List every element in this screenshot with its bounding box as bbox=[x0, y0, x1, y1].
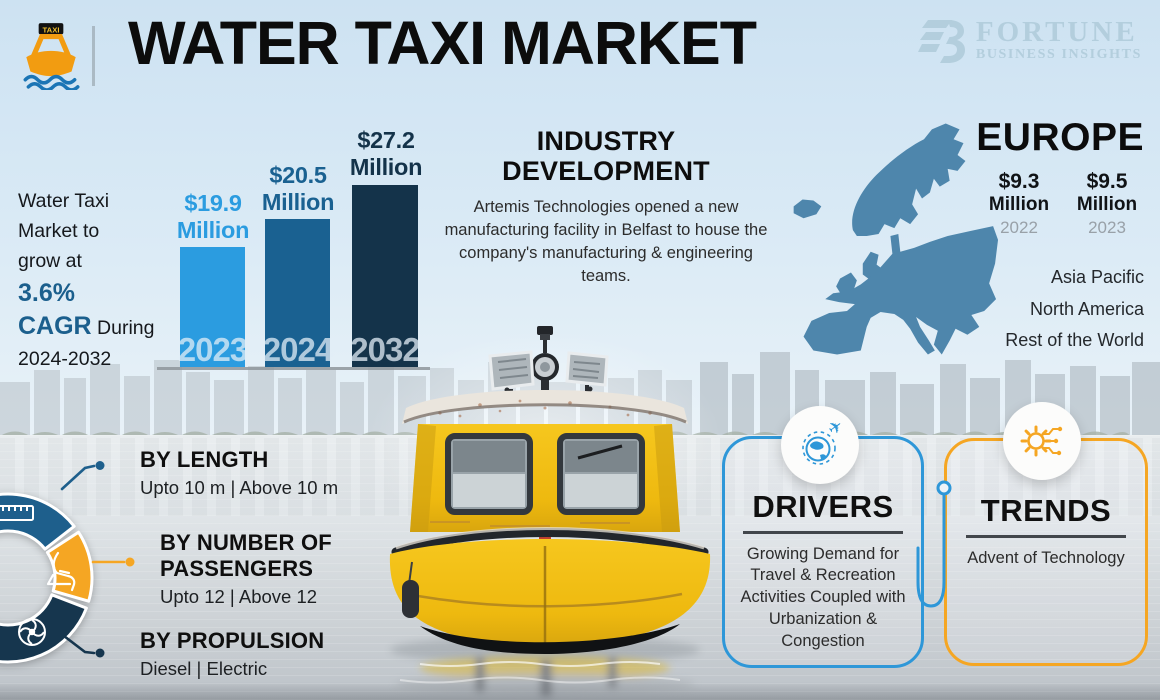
water-taxi-boat-icon: TAXI bbox=[23, 23, 80, 90]
brand-name: FORTUNE bbox=[975, 16, 1138, 49]
europe-stats: $9.3 Million 2022 $9.5 Million 2023 bbox=[982, 170, 1144, 238]
region-item: Asia Pacific bbox=[1050, 267, 1144, 287]
segment-options: Diesel | Electric bbox=[140, 657, 268, 679]
segment-by-length: BY LENGTH Upto 10 m | Above 10 m bbox=[140, 447, 338, 499]
windshield-wiper bbox=[577, 444, 623, 460]
bar-year-label: 2024 bbox=[262, 331, 333, 368]
bar-year-label: 2023 bbox=[177, 331, 248, 368]
summary-line: Water Taxi bbox=[18, 190, 110, 212]
segment-title: BY PROPULSION bbox=[140, 628, 325, 653]
segment-title: BY NUMBER OF PASSENGERS bbox=[160, 530, 332, 581]
bar-value-label: $27.2 Million bbox=[349, 127, 423, 180]
brand-tagline: BUSINESS INSIGHTS bbox=[975, 46, 1142, 62]
yellow-water-taxi-boat bbox=[367, 326, 723, 696]
bar-value-label: $19.9 Million bbox=[176, 190, 250, 243]
brand-logo: FORTUNE BUSINESS INSIGHTS bbox=[917, 16, 1142, 64]
bar-2032: 2032 bbox=[350, 185, 421, 368]
boat-roof bbox=[402, 390, 688, 424]
title-underline bbox=[743, 531, 903, 534]
cagr-label: CAGR bbox=[18, 312, 92, 341]
europe-stat-2022: $9.3 Million 2022 bbox=[988, 170, 1050, 237]
drivers-icon-circle: ✈ bbox=[781, 406, 859, 484]
propeller-icon bbox=[18, 618, 46, 646]
market-growth-summary: Water Taxi Market to grow at 3.6% CAGR D… bbox=[18, 186, 168, 374]
during-label: During bbox=[97, 317, 155, 340]
region-item: North America bbox=[1029, 298, 1144, 319]
segment-title: BY LENGTH bbox=[140, 447, 269, 472]
boat-reflection bbox=[395, 656, 695, 696]
drivers-body: Growing Demand for Travel & Recreation A… bbox=[740, 544, 906, 650]
chart-baseline bbox=[157, 367, 430, 370]
bar-value-label: $20.5 Million bbox=[261, 162, 335, 215]
fender bbox=[402, 580, 419, 618]
fortune-fb-mark-icon bbox=[917, 20, 965, 63]
region-item: Rest of the World bbox=[1005, 330, 1144, 350]
segment-options: Upto 12 | Above 12 bbox=[160, 585, 318, 607]
industry-body: Artemis Technologies opened a new manufa… bbox=[444, 198, 768, 285]
bar-year-label: 2032 bbox=[350, 331, 420, 368]
rub-rail bbox=[391, 528, 709, 557]
summary-line: Market to bbox=[18, 220, 100, 243]
gear-circuit-icon bbox=[1020, 425, 1063, 457]
trends-body: Advent of Technology bbox=[967, 548, 1125, 567]
segment-by-passengers: BY NUMBER OF PASSENGERS Upto 12 | Above … bbox=[160, 530, 375, 608]
industry-development-section: INDUSTRY DEVELOPMENT Artemis Technologie… bbox=[438, 126, 774, 288]
boat-hull bbox=[389, 539, 711, 646]
segmentation-donut-chart bbox=[0, 492, 94, 664]
bar-2024: 2024 bbox=[262, 219, 333, 368]
europe-stat-2023: $9.5 Million 2023 bbox=[1076, 170, 1138, 237]
region-list: Asia Pacific North America Rest of the W… bbox=[1005, 262, 1144, 357]
title-underline bbox=[966, 535, 1126, 538]
svg-text:✈: ✈ bbox=[824, 419, 846, 440]
right-floodlight bbox=[565, 351, 609, 398]
trends-title: TRENDS bbox=[980, 493, 1112, 528]
summary-line: grow at bbox=[18, 250, 82, 273]
forecast-period: 2024-2032 bbox=[18, 348, 112, 371]
bottom-shadow bbox=[0, 682, 1160, 700]
cabin-windows bbox=[445, 433, 645, 515]
europe-title: EUROPE bbox=[976, 116, 1144, 159]
page-title: WATER TAXI MARKET bbox=[128, 9, 757, 77]
drivers-panel: DRIVERS Growing Demand for Travel & Recr… bbox=[722, 436, 924, 668]
hull-waterline bbox=[420, 624, 680, 654]
ruler-icon bbox=[0, 505, 34, 521]
segment-by-propulsion: BY PROPULSION Diesel | Electric bbox=[140, 628, 324, 680]
header-divider bbox=[92, 26, 95, 86]
cagr-value: 3.6% bbox=[18, 278, 75, 307]
segment-options: Upto 10 m | Above 10 m bbox=[140, 476, 339, 498]
trends-icon-circle bbox=[1003, 402, 1081, 480]
industry-title-line1: INDUSTRY bbox=[536, 126, 676, 156]
europe-map-silhouette bbox=[793, 123, 999, 355]
svg-text:TAXI: TAXI bbox=[43, 25, 60, 34]
seat-icon bbox=[46, 551, 76, 592]
industry-title-line2: DEVELOPMENT bbox=[502, 156, 710, 187]
globe-plane-icon: ✈ bbox=[802, 419, 846, 465]
drivers-title: DRIVERS bbox=[752, 489, 894, 524]
bar-2023: 2023 bbox=[177, 247, 248, 368]
